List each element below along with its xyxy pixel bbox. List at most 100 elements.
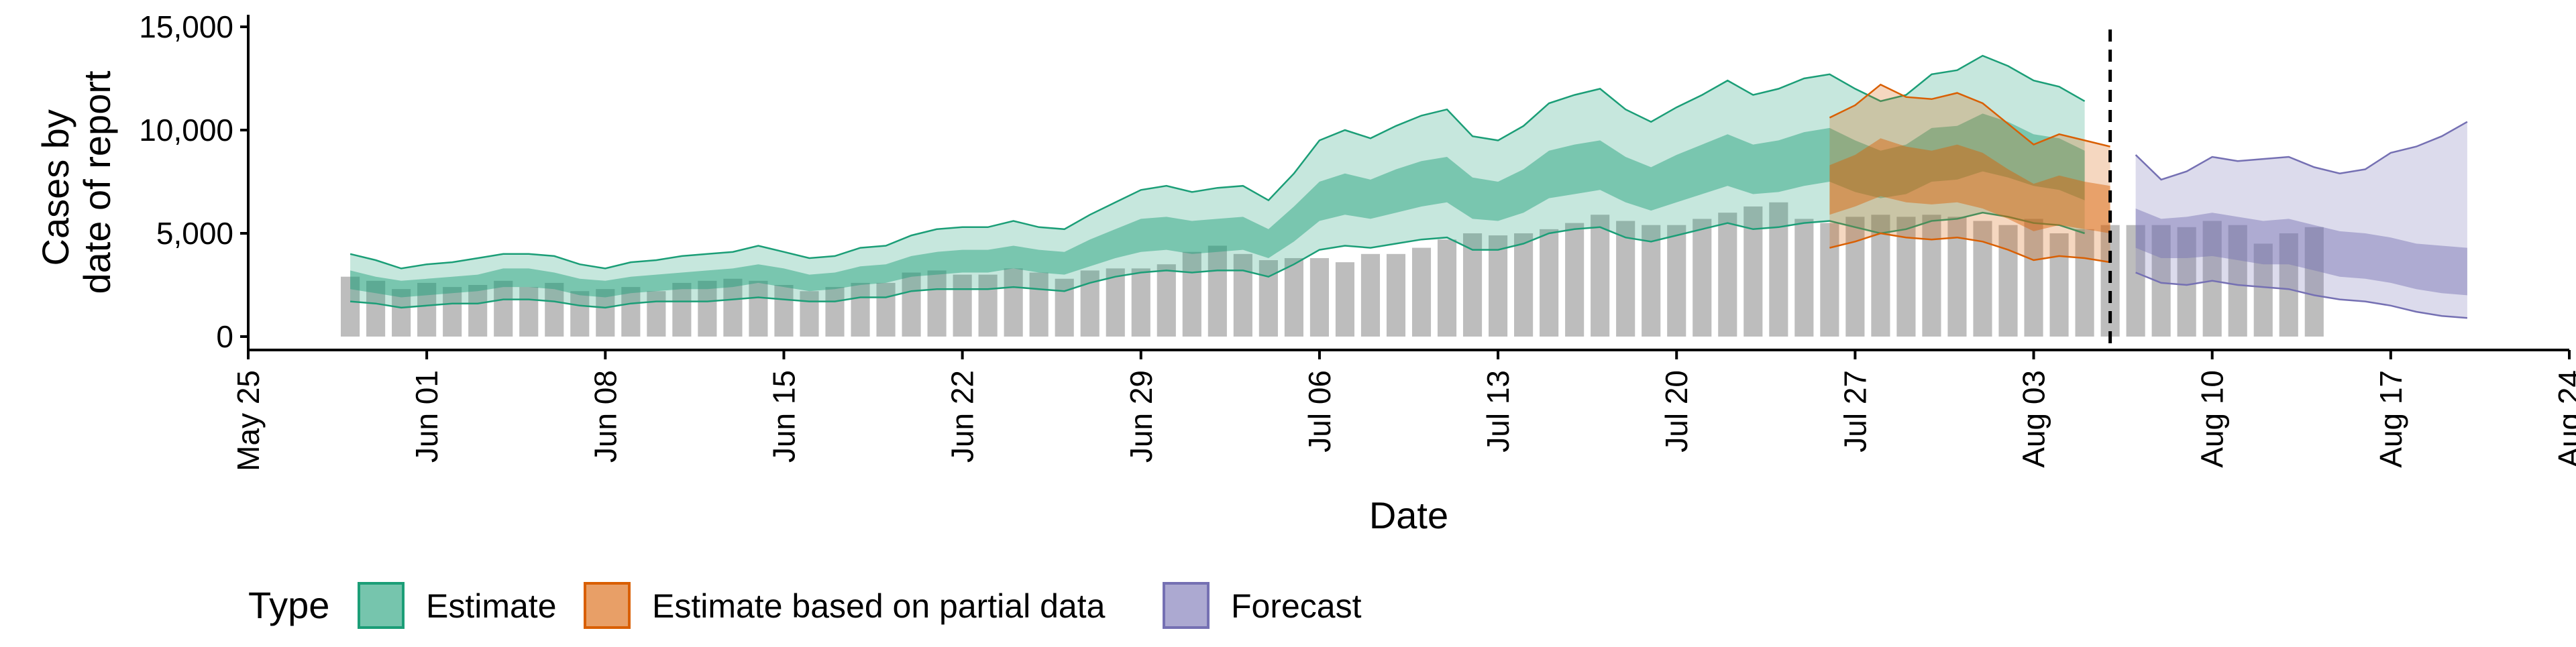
case-bar xyxy=(2202,221,2222,337)
ribbons xyxy=(350,54,2468,319)
case-bar xyxy=(1769,202,1788,337)
ci90-upper-line xyxy=(2135,121,2468,181)
x-tick-label: Jul 13 xyxy=(1481,370,1515,453)
case-bar xyxy=(570,291,590,337)
ci90-band xyxy=(1829,84,2110,263)
legend: Type Estimate Estimate based on partial d… xyxy=(248,582,1362,629)
case-bar xyxy=(2075,229,2094,337)
ci90-band xyxy=(350,56,2085,308)
case-bar xyxy=(1565,223,1585,337)
case-bar xyxy=(443,287,462,337)
case-bar xyxy=(1437,239,1457,337)
case-bar xyxy=(545,282,564,337)
case-bar xyxy=(1794,219,1814,337)
ci50-band xyxy=(350,113,2085,298)
case-bar xyxy=(1642,225,1661,337)
x-tick-label: Aug 03 xyxy=(2017,370,2051,468)
case-bar xyxy=(468,285,488,337)
case-bar xyxy=(2049,233,2069,337)
case-bar xyxy=(902,272,921,337)
x-ticks: May 25 Jun 01 Jun 08 Jun 15 Jun 22 Jun 29 Jul … xyxy=(231,350,2576,471)
case-bar xyxy=(2228,225,2247,337)
ci90-upper-line xyxy=(350,54,2086,270)
x-tick-label: Aug 24 xyxy=(2552,370,2576,468)
case-bar xyxy=(519,287,539,337)
x-tick-label: Jun 08 xyxy=(588,370,623,463)
case-bar xyxy=(1998,225,2018,337)
case-bar xyxy=(1131,268,1150,337)
x-tick-label: May 25 xyxy=(231,370,266,471)
case-bar xyxy=(749,280,768,337)
y-tick-label: 0 xyxy=(216,319,233,354)
case-bar xyxy=(672,282,692,337)
case-bar xyxy=(366,280,386,337)
case-bar xyxy=(723,278,743,337)
series-estimate-based-on-partial-data xyxy=(1829,83,2110,263)
case-bar xyxy=(2253,243,2273,337)
case-bar xyxy=(647,291,666,337)
case-bar xyxy=(1208,245,1227,337)
legend-label-estimate: Estimate xyxy=(426,587,557,625)
case-bar xyxy=(494,280,513,337)
ci90-upper-line xyxy=(1829,83,2110,148)
case-bar xyxy=(1309,257,1329,337)
x-axis-title: Date xyxy=(1369,494,1448,536)
y-tick-label: 15,000 xyxy=(139,9,233,44)
x-tick-label: Jun 22 xyxy=(945,370,980,463)
ci90-lower-line xyxy=(1829,232,2110,263)
case-bar xyxy=(1157,264,1176,337)
y-axis-title-line-2: date of report xyxy=(76,70,118,294)
bars xyxy=(341,202,2324,337)
case-bar xyxy=(1514,233,1534,337)
case-bar xyxy=(1718,213,1737,337)
case-bar xyxy=(1845,217,1865,337)
legend-swatch-forecast xyxy=(1163,582,1210,629)
legend-swatch-estimate xyxy=(358,582,405,629)
case-bar xyxy=(2304,227,2324,337)
case-bar xyxy=(1540,229,1559,337)
case-bar xyxy=(953,274,972,337)
case-bar xyxy=(1693,219,1712,337)
ci50-band xyxy=(2135,209,2467,296)
case-bar xyxy=(1004,268,1023,337)
case-bar xyxy=(876,282,896,337)
case-bar xyxy=(2279,233,2298,337)
case-bar xyxy=(1029,272,1049,337)
case-bar xyxy=(851,282,870,337)
case-bar xyxy=(1233,253,1252,337)
ci90-band xyxy=(2135,121,2467,318)
ci90-lower-line xyxy=(2135,272,2468,319)
case-bar xyxy=(1106,268,1125,337)
y-tick-label: 5,000 xyxy=(156,216,233,251)
x-tick-label: Aug 10 xyxy=(2195,370,2230,468)
case-bar xyxy=(2126,225,2145,337)
legend-swatch-estimate-based-on-partial-data xyxy=(584,582,631,629)
case-bar xyxy=(1922,215,1941,337)
x-tick-label: Jul 20 xyxy=(1659,370,1694,453)
x-tick-label: Jun 15 xyxy=(766,370,801,463)
case-bar xyxy=(1284,257,1303,337)
case-bar xyxy=(1820,223,1839,337)
case-bar xyxy=(392,289,411,337)
x-tick-label: Jun 29 xyxy=(1124,370,1159,463)
case-bar xyxy=(596,289,615,337)
y-tick-label: 10,000 xyxy=(139,113,233,148)
ci90-lower-line xyxy=(350,211,2085,309)
x-tick-label: Aug 17 xyxy=(2373,370,2408,468)
case-bar xyxy=(978,274,998,337)
case-bar xyxy=(1386,253,1406,337)
x-tick-label: Jul 06 xyxy=(1302,370,1337,453)
case-bar xyxy=(774,285,794,337)
case-bar xyxy=(825,287,845,337)
case-bar xyxy=(1616,221,1635,337)
case-bar xyxy=(621,287,641,337)
case-bar xyxy=(927,270,947,337)
series-estimate xyxy=(350,54,2086,309)
y-axis-title: Cases by date of report xyxy=(34,70,118,294)
case-bar xyxy=(2177,227,2196,337)
x-tick-label: Jul 27 xyxy=(1837,370,1872,453)
case-bar xyxy=(1489,235,1508,337)
case-bar xyxy=(417,282,437,337)
case-bar xyxy=(1667,225,1686,337)
